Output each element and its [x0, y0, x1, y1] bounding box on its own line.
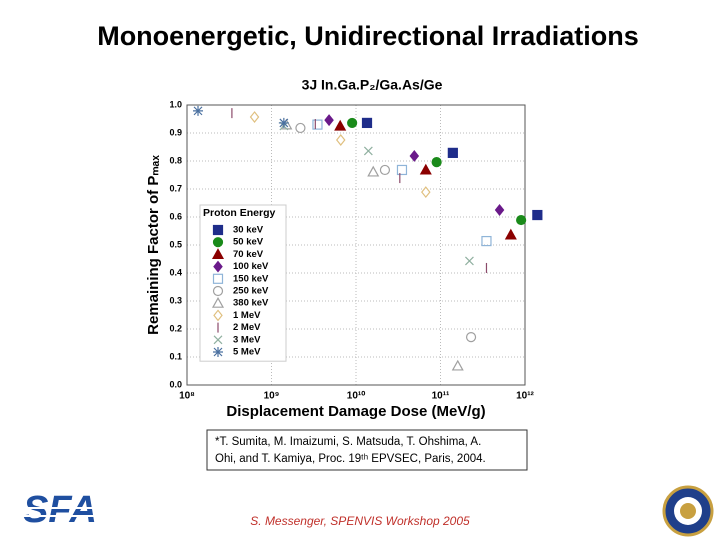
marker	[213, 347, 223, 357]
marker	[347, 117, 358, 129]
marker	[504, 228, 517, 240]
slide-title: Monoenergetic, Unidirectional Irradiatio…	[97, 21, 639, 51]
legend-title: Proton Energy	[203, 207, 276, 219]
citation-line: Ohi, and T. Kamiya, Proc. 19ᵗʰ EPVSEC, P…	[215, 453, 486, 465]
marker	[213, 309, 223, 322]
logo: SFA	[10, 489, 112, 531]
x-tick-label: 10¹¹	[432, 391, 450, 402]
marker	[481, 235, 492, 247]
marker	[363, 146, 373, 156]
marker	[249, 111, 260, 124]
legend-label: 70 keV	[233, 249, 264, 260]
y-tick-label: 0.1	[169, 351, 182, 361]
marker	[312, 119, 323, 130]
legend-label: 150 keV	[233, 273, 269, 284]
marker	[431, 157, 442, 168]
marker	[516, 214, 527, 226]
marker	[295, 122, 306, 134]
y-tick-label: 0.5	[169, 239, 182, 249]
chart-title: 3J In.Ga.P₂/Ga.As/Ge	[302, 77, 443, 93]
seal	[662, 485, 714, 537]
y-tick-label: 0.9	[169, 127, 182, 137]
marker	[447, 147, 458, 158]
legend-label: 1 MeV	[233, 310, 261, 321]
marker	[193, 105, 204, 116]
marker	[361, 117, 373, 129]
x-tick-label: 10¹⁰	[347, 391, 365, 402]
legend-label: 100 keV	[233, 261, 269, 272]
x-tick-label: 10⁹	[264, 391, 280, 402]
y-tick-label: 0.6	[169, 211, 182, 221]
seal-emblem	[680, 503, 696, 519]
legend-label: 250 keV	[233, 286, 269, 297]
marker	[396, 164, 408, 176]
y-tick-label: 0.7	[169, 183, 182, 193]
legend-label: 5 MeV	[233, 347, 261, 358]
marker	[379, 164, 391, 176]
y-tick-label: 0.4	[169, 267, 182, 277]
citation-line: *T. Sumita, M. Imaizumi, S. Matsuda, T. …	[215, 436, 481, 448]
y-tick-label: 0.8	[169, 155, 182, 165]
y-tick-label: 0.3	[169, 295, 182, 305]
marker	[212, 224, 224, 236]
marker	[213, 260, 223, 273]
y-axis-label: Remaining Factor of Pₘₐₓ	[145, 155, 162, 335]
marker	[324, 114, 334, 127]
legend-label: 3 MeV	[233, 334, 261, 345]
marker	[532, 209, 543, 221]
marker	[419, 163, 432, 175]
marker	[421, 186, 431, 199]
x-tick-label: 10⁸	[179, 391, 195, 402]
y-tick-label: 1.0	[169, 99, 182, 109]
plot-frame	[186, 104, 526, 386]
legend-label: 30 keV	[233, 225, 264, 236]
marker	[211, 296, 225, 308]
y-tick-label: 0.0	[169, 379, 182, 389]
logo-bg	[10, 492, 112, 528]
marker	[212, 285, 224, 297]
marker	[334, 119, 347, 131]
y-tick-label: 0.2	[169, 323, 182, 333]
marker	[465, 256, 474, 266]
marker	[212, 237, 224, 248]
logo-text: SFA	[23, 489, 97, 531]
marker	[367, 165, 380, 177]
marker	[335, 134, 346, 146]
x-tick-label: 10¹²	[516, 391, 534, 402]
marker	[213, 335, 223, 345]
x-axis-label: Displacement Damage Dose (MeV/g)	[226, 403, 485, 420]
legend-label: 50 keV	[233, 237, 264, 248]
marker	[465, 332, 477, 343]
marker	[211, 248, 225, 259]
marker	[278, 117, 289, 128]
marker	[409, 149, 420, 162]
legend-label: 2 MeV	[233, 322, 261, 333]
marker	[212, 273, 224, 284]
marker	[494, 204, 505, 216]
marker	[451, 359, 464, 371]
citation-box	[206, 429, 528, 471]
footer: S. Messenger, SPENVIS Workshop 2005	[250, 514, 470, 528]
legend-label: 380 keV	[233, 298, 269, 309]
